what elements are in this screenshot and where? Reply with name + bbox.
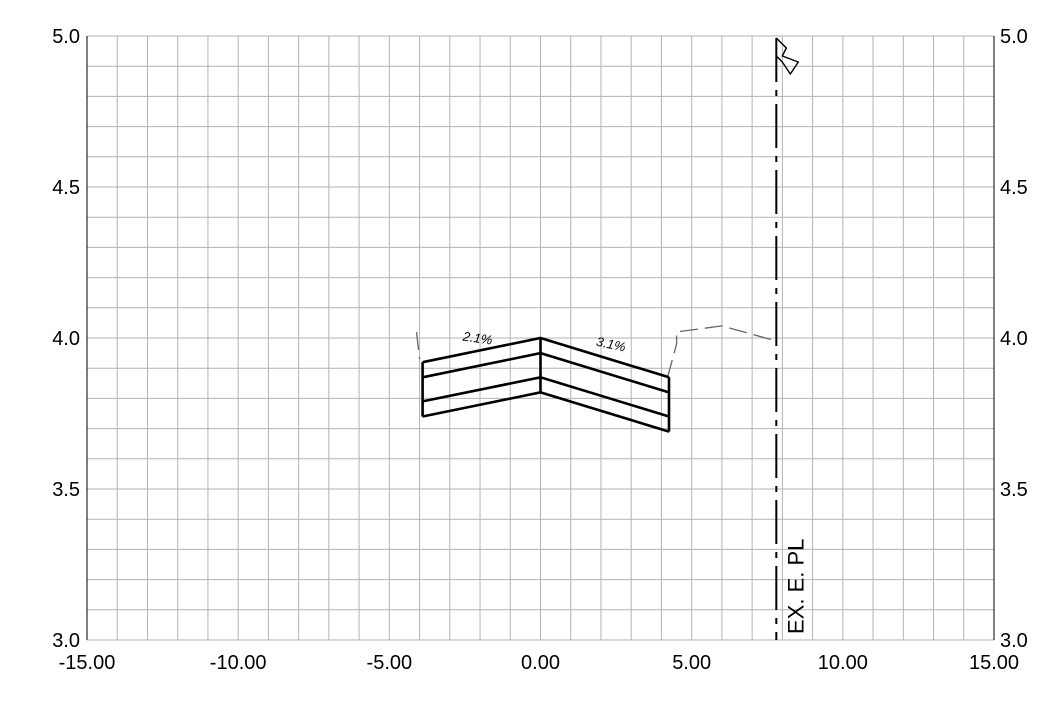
y-tick-label-right: 3.5 <box>1000 479 1028 501</box>
y-axis-left: 3.0 3.5 4.0 4.5 5.0 <box>52 26 80 652</box>
y-tick-label-left: 5.0 <box>52 26 80 48</box>
property-line: EX. E. PL <box>775 37 808 640</box>
pavement-layer-line <box>422 391 670 433</box>
x-tick-label: -10.00 <box>210 652 267 674</box>
x-tick-label: 0.00 <box>521 652 560 674</box>
property-line-label: EX. E. PL <box>783 539 808 634</box>
y-tick-label-right: 5.0 <box>1000 26 1028 48</box>
grid <box>86 35 995 641</box>
y-tick-label-left: 4.5 <box>52 177 80 199</box>
slope-label: 2.1% <box>461 328 493 347</box>
existing-ground-line-left <box>415 331 421 360</box>
pavement-layer-line <box>422 375 670 418</box>
x-tick-label: 10.00 <box>818 652 868 674</box>
y-tick-label-right: 3.0 <box>1000 630 1028 652</box>
y-tick-label-right: 4.0 <box>1000 328 1028 350</box>
x-tick-label: 15.00 <box>969 652 1019 674</box>
pavement-section <box>421 336 671 433</box>
slope-label: 3.1% <box>595 334 627 355</box>
x-tick-label: -5.00 <box>367 652 413 674</box>
property-line-marker-icon <box>775 37 800 75</box>
pavement-layer-line <box>422 336 670 379</box>
slope-labels: 2.1% 3.1% <box>461 328 627 354</box>
x-axis: -15.00 -10.00 -5.00 0.00 5.00 10.00 15.00 <box>59 652 1019 674</box>
plot-frame <box>86 36 995 640</box>
y-tick-label-left: 3.0 <box>52 630 80 652</box>
x-tick-label: 5.00 <box>672 652 711 674</box>
y-axis-right: 3.0 3.5 4.0 4.5 5.0 <box>1000 26 1028 652</box>
x-tick-label: -15.00 <box>59 652 116 674</box>
existing-ground <box>415 325 777 378</box>
y-tick-label-left: 4.0 <box>52 328 80 350</box>
y-tick-label-left: 3.5 <box>52 479 80 501</box>
existing-ground-line-right <box>666 325 777 378</box>
pavement-layer-line <box>422 351 670 394</box>
y-tick-label-right: 4.5 <box>1000 177 1028 199</box>
